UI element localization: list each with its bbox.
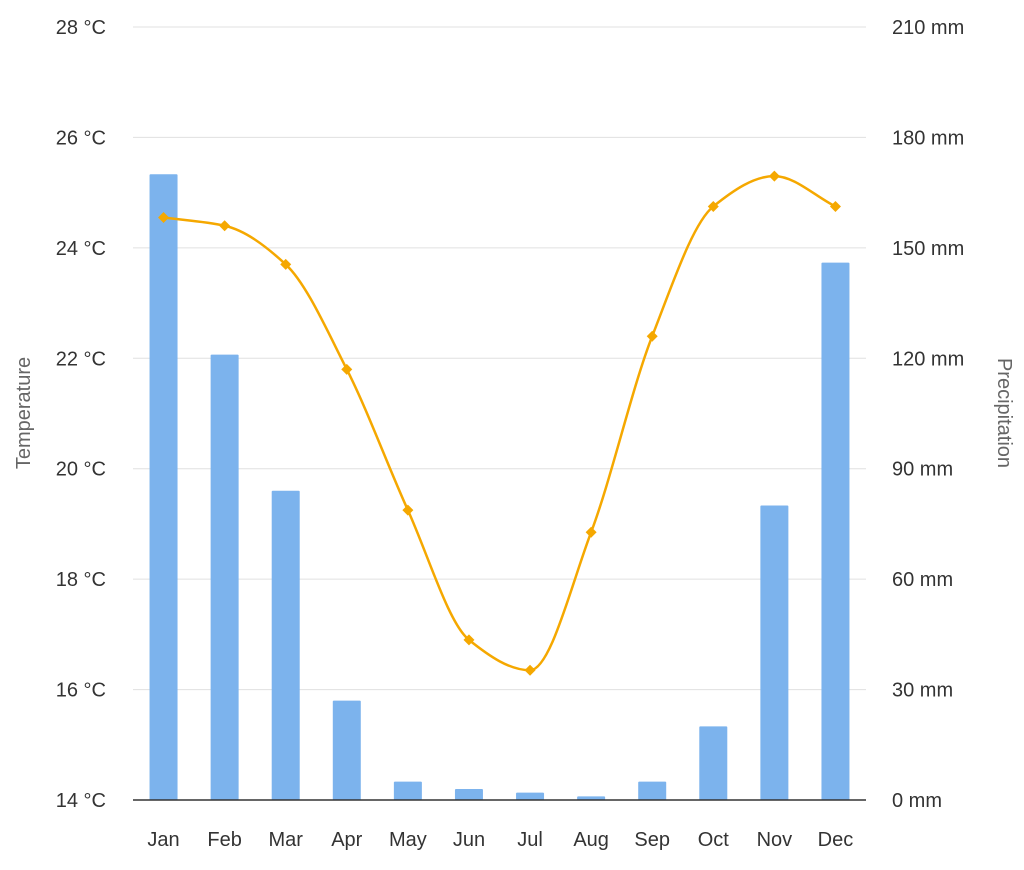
temperature-line — [163, 174, 837, 672]
x-tick-label: Aug — [573, 829, 609, 851]
temperature-marker — [463, 634, 475, 646]
right-axis-title: Precipitation — [993, 358, 1015, 468]
left-tick-label: 18 °C — [56, 569, 106, 591]
precipitation-bar — [149, 174, 178, 800]
precipitation-bar — [577, 796, 606, 800]
temperature-marker — [280, 258, 292, 270]
temperature-marker — [341, 363, 353, 375]
temperature-marker — [219, 220, 231, 232]
precipitation-bar — [821, 262, 850, 801]
precipitation-bar — [332, 700, 361, 800]
x-tick-label: Feb — [207, 829, 241, 851]
temperature-marker — [646, 330, 658, 342]
x-axis-ticks: Jan Feb Mar Apr May Jun Jul Aug Sep Oct Nov Dec — [147, 829, 853, 851]
left-axis-ticks: 14 °C 16 °C 18 °C 20 °C 22 °C 24 °C 26 °C 28 °C — [56, 17, 106, 812]
x-tick-label: Jul — [517, 829, 543, 851]
temperature-marker — [768, 170, 780, 182]
right-tick-label: 90 mm — [892, 459, 953, 481]
x-tick-label: Dec — [818, 829, 854, 851]
right-tick-label: 30 mm — [892, 680, 953, 702]
gridlines — [133, 26, 866, 691]
temperature-marker — [524, 664, 536, 676]
precipitation-bars — [149, 174, 850, 801]
precipitation-bar — [699, 726, 728, 800]
precipitation-bar — [638, 781, 667, 800]
right-tick-label: 60 mm — [892, 569, 953, 591]
right-tick-label: 210 mm — [892, 17, 964, 39]
temperature-marker — [829, 200, 841, 212]
left-tick-label: 14 °C — [56, 790, 106, 812]
x-tick-label: Sep — [634, 829, 670, 851]
temperature-marker — [158, 211, 170, 223]
right-tick-label: 120 mm — [892, 348, 964, 370]
temperature-marker — [585, 526, 597, 538]
precipitation-bar — [210, 354, 239, 800]
left-tick-label: 16 °C — [56, 680, 106, 702]
left-tick-label: 28 °C — [56, 17, 106, 39]
right-tick-label: 150 mm — [892, 238, 964, 260]
left-tick-label: 26 °C — [56, 127, 106, 149]
precipitation-bar — [454, 788, 483, 800]
right-axis-ticks: 0 mm 30 mm 60 mm 90 mm 120 mm 150 mm 180 mm 210… — [892, 17, 964, 812]
left-tick-label: 22 °C — [56, 348, 106, 370]
precipitation-bar — [760, 505, 789, 800]
precipitation-bar — [271, 490, 300, 800]
temperature-marker — [402, 504, 414, 516]
right-tick-label: 180 mm — [892, 127, 964, 149]
x-tick-label: Jun — [453, 829, 485, 851]
left-axis-title: Temperature — [13, 357, 35, 469]
x-tick-label: Oct — [698, 829, 730, 851]
temperature-marker — [707, 200, 719, 212]
x-tick-label: Jan — [147, 829, 179, 851]
temperature-markers — [158, 170, 841, 676]
precipitation-bar — [516, 792, 545, 800]
x-tick-label: Mar — [268, 829, 303, 851]
left-tick-label: 24 °C — [56, 238, 106, 260]
x-tick-label: Nov — [757, 829, 793, 851]
x-tick-label: Apr — [331, 829, 362, 851]
x-tick-label: May — [389, 829, 427, 851]
precipitation-bar — [393, 781, 422, 800]
left-tick-label: 20 °C — [56, 459, 106, 481]
right-tick-label: 0 mm — [892, 790, 942, 812]
